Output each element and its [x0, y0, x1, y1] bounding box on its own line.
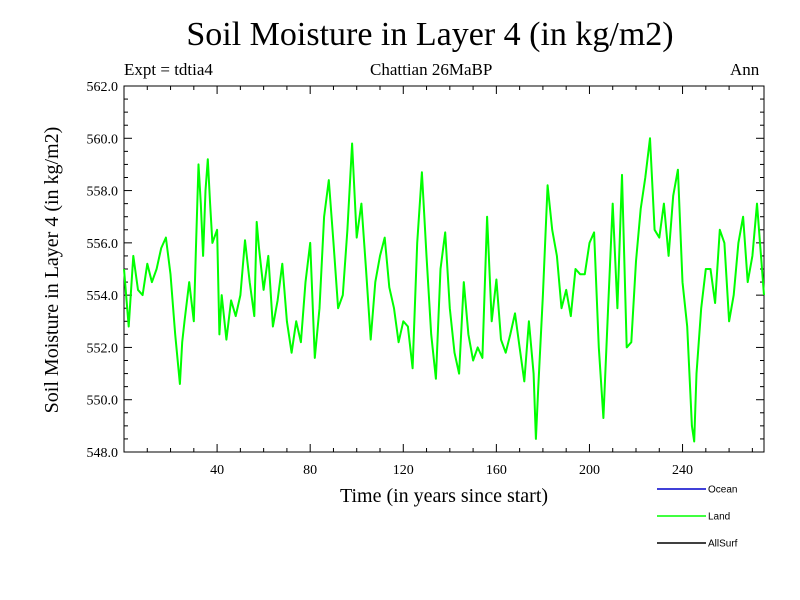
experiment-label: Expt = tdtia4: [124, 60, 213, 79]
y-tick-label: 556.0: [87, 237, 119, 252]
x-axis-label: Time (in years since start): [340, 485, 548, 507]
y-tick-label: 550.0: [87, 394, 119, 409]
y-tick-label: 554.0: [87, 289, 119, 304]
legend: Ocean Land AllSurf: [657, 485, 738, 550]
y-axis-label: Soil Moisture in Layer 4 (in kg/m2): [41, 127, 63, 414]
legend-label-land: Land: [708, 512, 730, 523]
x-tick-label: 120: [393, 463, 414, 478]
series-line-land: [123, 137, 765, 443]
y-tick-label: 548.0: [87, 446, 119, 461]
x-tick-label: 40: [210, 463, 224, 478]
series-lines: [123, 137, 765, 443]
period-label: Chattian 26MaBP: [370, 60, 493, 79]
y-tick-label: 552.0: [87, 341, 119, 356]
y-tick-label: 558.0: [87, 185, 119, 200]
legend-label-ocean: Ocean: [708, 485, 737, 496]
legend-label-allsurf: AllSurf: [708, 539, 738, 550]
y-tick-label: 560.0: [87, 132, 119, 147]
x-tick-label: 80: [303, 463, 317, 478]
x-tick-label: 160: [486, 463, 507, 478]
x-tick-label: 200: [579, 463, 600, 478]
axis-ticks: 548.0 550.0 552.0 554.0 556.0 558.0 560.0 562.0…: [87, 80, 764, 478]
y-tick-label: 562.0: [87, 80, 119, 95]
x-tick-label: 240: [672, 463, 693, 478]
chart-title: Soil Moisture in Layer 4 (in kg/m2): [186, 16, 674, 53]
season-label: Ann: [730, 60, 760, 79]
plot-area: [123, 85, 765, 453]
